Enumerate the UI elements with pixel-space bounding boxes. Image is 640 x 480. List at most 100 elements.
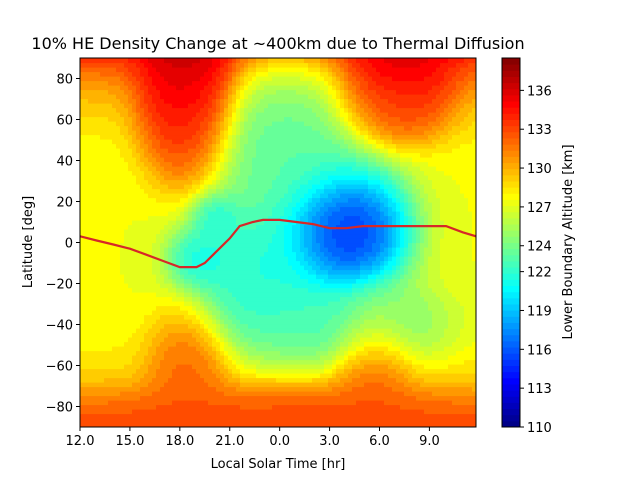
heatmap-cell [104, 382, 109, 388]
heatmap-cell [300, 184, 305, 190]
heatmap-cell [136, 179, 141, 185]
heatmap-cell [128, 301, 133, 307]
heatmap-cell [112, 301, 117, 307]
heatmap-cell [128, 116, 133, 122]
heatmap-cell [284, 139, 289, 145]
heatmap-cell [112, 121, 117, 127]
heatmap-cell [272, 143, 277, 149]
heatmap-cell [144, 157, 149, 163]
heatmap-cell [92, 220, 97, 226]
heatmap-cell [204, 386, 209, 392]
heatmap-cell [160, 166, 165, 172]
heatmap-cell [80, 251, 85, 257]
heatmap-cell [312, 215, 317, 221]
heatmap-cell [268, 274, 273, 280]
heatmap-cell [224, 391, 229, 397]
heatmap-cell [232, 139, 237, 145]
heatmap-cell [264, 98, 269, 104]
heatmap-cell [256, 260, 261, 266]
heatmap-cell [276, 107, 281, 113]
heatmap-cell [92, 269, 97, 275]
heatmap-cell [140, 400, 145, 406]
heatmap-cell [220, 395, 225, 401]
heatmap-cell [156, 274, 161, 280]
heatmap-cell [320, 395, 325, 401]
heatmap-cell [116, 184, 121, 190]
heatmap-cell [144, 139, 149, 145]
heatmap-cell [316, 184, 321, 190]
heatmap-cell [316, 71, 321, 77]
heatmap-cell [84, 368, 89, 374]
heatmap-cell [264, 386, 269, 392]
heatmap-cell [140, 355, 145, 361]
heatmap-cell [188, 107, 193, 113]
heatmap-cell [108, 233, 113, 239]
heatmap-cell [100, 395, 105, 401]
heatmap-cell [212, 260, 217, 266]
heatmap-cell [112, 395, 117, 401]
heatmap-cell [212, 125, 217, 131]
heatmap-cell [136, 346, 141, 352]
heatmap-cell [268, 368, 273, 374]
heatmap-cell [236, 80, 241, 86]
heatmap-cell [172, 292, 177, 298]
heatmap-cell [116, 103, 121, 109]
heatmap-cell [292, 274, 297, 280]
heatmap-cell [132, 350, 137, 356]
heatmap-cell [292, 107, 297, 113]
heatmap-cell [180, 251, 185, 257]
heatmap-cell [296, 89, 301, 95]
heatmap-cell [212, 211, 217, 217]
heatmap-cell [132, 103, 137, 109]
heatmap-cell [252, 296, 257, 302]
heatmap-cell [216, 130, 221, 136]
heatmap-cell [284, 193, 289, 199]
heatmap-cell [164, 76, 169, 82]
heatmap-cell [96, 197, 101, 203]
heatmap-cell [240, 242, 245, 248]
heatmap-cell [80, 332, 85, 338]
heatmap-cell [288, 242, 293, 248]
heatmap-cell [252, 341, 257, 347]
heatmap-cell [208, 350, 213, 356]
heatmap-cell [100, 188, 105, 194]
heatmap-cell [160, 125, 165, 131]
heatmap-cell [264, 220, 269, 226]
heatmap-cell [148, 98, 153, 104]
heatmap-cell [256, 247, 261, 253]
heatmap-cell [280, 107, 285, 113]
heatmap-cell [188, 220, 193, 226]
heatmap-cell [120, 238, 125, 244]
heatmap-cell [304, 193, 309, 199]
heatmap-cell [196, 337, 201, 343]
heatmap-cell [244, 359, 249, 365]
heatmap-cell [92, 247, 97, 253]
heatmap-cell [256, 215, 261, 221]
heatmap-cell [172, 332, 177, 338]
heatmap-cell [288, 233, 293, 239]
heatmap-cell [180, 184, 185, 190]
heatmap-cell [208, 62, 213, 68]
heatmap-cell [108, 359, 113, 365]
heatmap-cell [296, 292, 301, 298]
heatmap-cell [200, 238, 205, 244]
heatmap-cell [236, 319, 241, 325]
heatmap-cell [228, 400, 233, 406]
heatmap-cell [224, 224, 229, 230]
heatmap-cell [176, 179, 181, 185]
heatmap-cell [296, 98, 301, 104]
heatmap-cell [296, 211, 301, 217]
heatmap-cell [160, 265, 165, 271]
heatmap-cell [104, 197, 109, 203]
heatmap-cell [176, 292, 181, 298]
heatmap-cell [184, 332, 189, 338]
heatmap-cell [128, 166, 133, 172]
heatmap-cell [252, 94, 257, 100]
heatmap-cell [156, 247, 161, 253]
heatmap-cell [256, 341, 261, 347]
heatmap-cell [196, 143, 201, 149]
heatmap-cell [224, 382, 229, 388]
heatmap-cell [316, 125, 321, 131]
heatmap-cell [156, 98, 161, 104]
heatmap-cell [260, 143, 265, 149]
